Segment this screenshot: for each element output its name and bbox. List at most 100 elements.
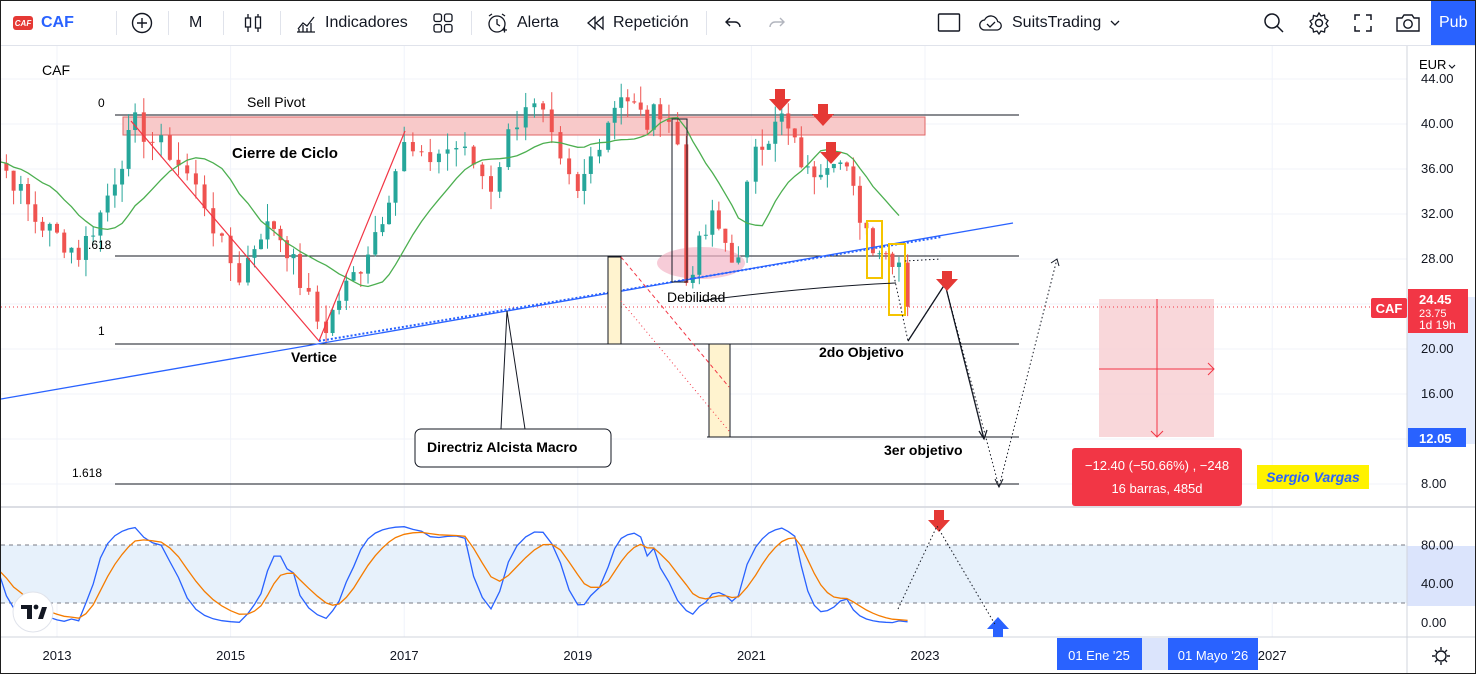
trendline-label: Directriz Alcista Macro — [427, 439, 577, 455]
measure-tooltip — [1072, 448, 1242, 506]
trendline-callout-box — [414, 428, 612, 468]
candle-body — [98, 212, 103, 236]
time-tick-label: 2017 — [390, 648, 419, 663]
candle-body — [786, 113, 791, 129]
vertex-label: Vertice — [291, 349, 337, 365]
alert-label: Alerta — [517, 14, 559, 31]
indicators-button[interactable]: Indicadores — [295, 1, 408, 45]
candle-body — [419, 151, 424, 153]
fullscreen-button[interactable] — [937, 1, 961, 45]
author-label: Sergio Vargas — [1266, 469, 1360, 485]
candle-body — [228, 235, 233, 264]
weakness-label: Debilidad — [667, 289, 725, 305]
time-axis[interactable]: 2013 2015 2017 2019 2021 2023 2027 — [43, 648, 1287, 663]
candle-body — [489, 176, 493, 192]
candle-body — [298, 254, 303, 288]
third-target-label: 3er objetivo — [884, 442, 963, 458]
projection-start-dotted — [893, 258, 942, 342]
settings-button[interactable] — [1307, 1, 1331, 45]
candle-body — [825, 168, 830, 175]
axis-settings-button[interactable] — [1432, 647, 1450, 665]
candle-body — [883, 253, 888, 255]
snapshot-button[interactable] — [1395, 1, 1421, 45]
candle-body — [844, 162, 849, 167]
measure-arrow-down — [1150, 430, 1164, 438]
candle-body — [651, 104, 656, 130]
add-symbol-button[interactable] — [131, 1, 153, 45]
gear-icon — [1435, 650, 1447, 662]
tradingview-logo-icon — [21, 605, 32, 619]
moving-average-line — [1, 116, 900, 288]
candle-body — [890, 253, 895, 267]
candle-body — [575, 174, 580, 192]
candle-body — [193, 173, 198, 185]
candle-body — [779, 113, 784, 122]
candle-body — [723, 228, 728, 243]
candle-body — [83, 235, 88, 260]
candle-body — [857, 185, 862, 223]
candle-body — [33, 204, 38, 222]
candle-body — [606, 122, 611, 150]
cloud-icon — [979, 15, 1002, 31]
weakness-callout-line — [698, 282, 897, 302]
candle-body — [176, 159, 181, 166]
highlight-box-2 — [888, 243, 906, 316]
maximize-button[interactable] — [1353, 1, 1373, 45]
candle-body — [645, 109, 650, 130]
candle-body — [351, 272, 356, 281]
candle-body — [76, 247, 81, 260]
time-tick-label: 2013 — [43, 648, 72, 663]
candle-body — [150, 141, 155, 143]
expand-icon — [1354, 14, 1372, 32]
price-tick-label: 36.00 — [1421, 161, 1454, 176]
candle-body — [597, 149, 602, 157]
templates-button[interactable] — [432, 1, 454, 45]
layout-button[interactable]: SuitsTrading — [978, 1, 1121, 45]
search-button[interactable] — [1263, 1, 1285, 45]
candle-body — [736, 257, 741, 263]
candle-body — [366, 254, 371, 274]
candle-body — [558, 132, 563, 159]
oscillator-band — [1, 545, 1407, 603]
candle-body — [454, 148, 459, 150]
redo-button[interactable] — [767, 1, 787, 45]
second-target-label: 2do Objetivo — [819, 344, 904, 360]
replay-icon — [587, 15, 604, 31]
currency-label[interactable]: EUR — [1419, 57, 1446, 72]
undo-button[interactable] — [723, 1, 743, 45]
oscillator-axis[interactable]: 80.00 40.00 0.00 — [1421, 537, 1454, 630]
replay-label: Repetición — [613, 14, 689, 31]
candle-body — [373, 232, 378, 255]
candle-body — [818, 174, 823, 178]
cycle-close-label: Cierre de Ciclo — [232, 145, 338, 162]
price-chart[interactable]: CAF 0 .618 1 1.618 Sell Pivot Cierre de … — [1, 46, 1475, 673]
time-tick-label: 2019 — [563, 648, 592, 663]
candle-body — [851, 166, 856, 186]
candle-body — [436, 153, 441, 163]
candle-body — [697, 235, 702, 275]
candle-body — [549, 109, 554, 133]
chart-type-button[interactable] — [243, 1, 263, 45]
indicators-label: Indicadores — [325, 14, 408, 31]
symbol-search[interactable]: CAF CAF — [13, 1, 74, 45]
symbol-name: CAF — [41, 14, 74, 31]
osc-tick-label: 40.00 — [1421, 576, 1454, 591]
candle-body — [402, 142, 407, 172]
interval-button[interactable]: M — [189, 1, 202, 45]
candle-body — [141, 112, 146, 142]
candle-body — [905, 262, 910, 307]
publish-button[interactable]: Pub — [1431, 1, 1475, 45]
price-tick-label: 20.00 — [1421, 341, 1454, 356]
candle-body — [716, 210, 721, 229]
candle-body — [133, 112, 138, 131]
candle-body — [805, 166, 810, 168]
candle-body — [638, 102, 643, 110]
candle-body — [532, 103, 537, 108]
candle-body — [523, 107, 528, 128]
time-tick-label: 2027 — [1258, 648, 1287, 663]
alert-button[interactable]: Alerta — [485, 1, 559, 45]
candle-body — [753, 146, 758, 182]
templates-icon — [433, 13, 453, 33]
replay-button[interactable]: Repetición — [585, 1, 689, 45]
candle-body — [380, 224, 385, 233]
